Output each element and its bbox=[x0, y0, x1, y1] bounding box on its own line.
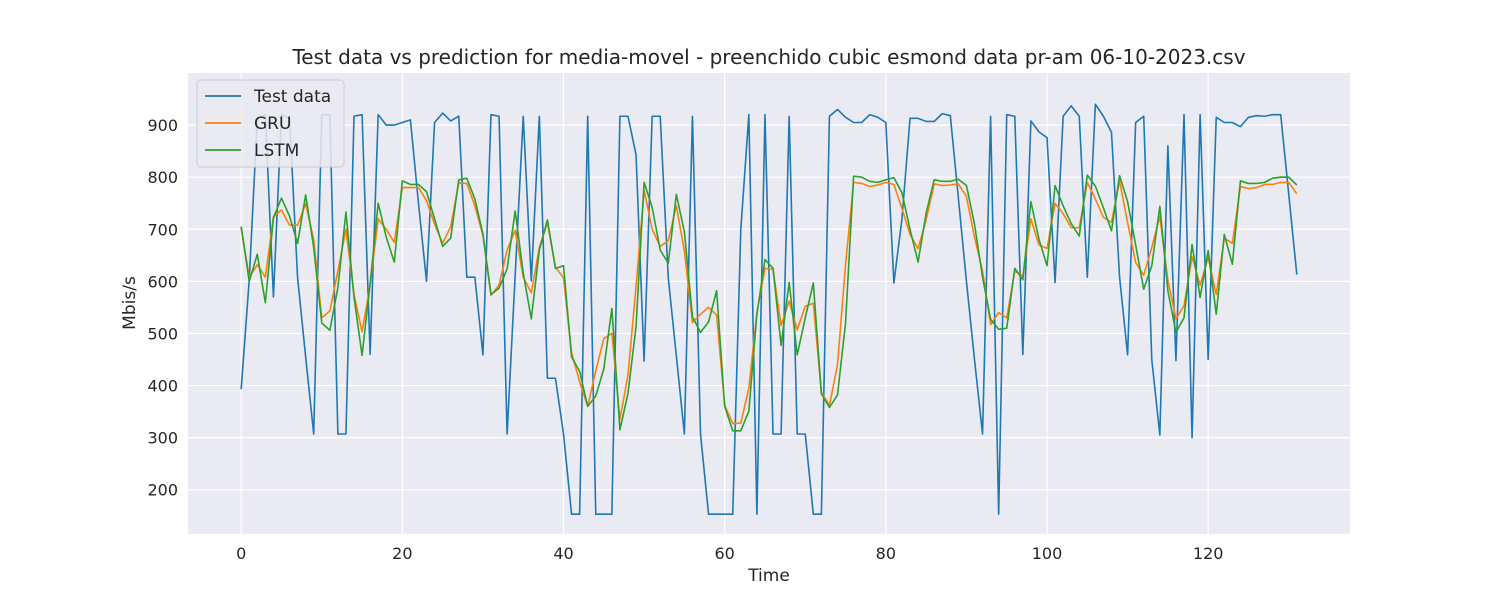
x-tick-label: 60 bbox=[714, 544, 734, 563]
legend-box bbox=[196, 79, 345, 168]
series-line-gru bbox=[240, 180, 1298, 425]
y-axis-label: Mbis/s bbox=[120, 276, 140, 330]
x-tick-label: 120 bbox=[1193, 544, 1224, 563]
y-tick-label: 200 bbox=[147, 481, 178, 500]
legend: Test data GRU LSTM bbox=[196, 79, 345, 168]
legend-label-lstm: LSTM bbox=[254, 141, 299, 161]
y-tick-labels: 200 300 400 500 600 700 800 900 bbox=[147, 116, 178, 500]
x-tick-label: 100 bbox=[1032, 544, 1063, 563]
y-tick-label: 700 bbox=[147, 220, 178, 239]
series-line-test-data bbox=[240, 103, 1298, 516]
x-tick-label: 20 bbox=[392, 544, 412, 563]
x-tick-label: 80 bbox=[876, 544, 896, 563]
legend-label-gru: GRU bbox=[254, 114, 291, 134]
y-tick-label: 300 bbox=[147, 429, 178, 448]
x-tick-labels: 0 20 40 60 80 100 120 bbox=[236, 544, 1223, 563]
series-layer bbox=[240, 103, 1298, 516]
y-tick-label: 900 bbox=[147, 116, 178, 135]
y-tick-label: 800 bbox=[147, 168, 178, 187]
x-tick-label: 0 bbox=[236, 544, 246, 563]
chart-title: Test data vs prediction for media-movel … bbox=[291, 45, 1245, 69]
y-tick-label: 500 bbox=[147, 324, 178, 343]
series-line-lstm bbox=[240, 174, 1298, 432]
x-axis-label: Time bbox=[747, 566, 790, 586]
y-tick-label: 400 bbox=[147, 377, 178, 396]
grid-layer bbox=[188, 73, 1350, 534]
legend-label-test-data: Test data bbox=[253, 87, 331, 107]
y-tick-label: 600 bbox=[147, 272, 178, 291]
x-tick-label: 40 bbox=[553, 544, 573, 563]
